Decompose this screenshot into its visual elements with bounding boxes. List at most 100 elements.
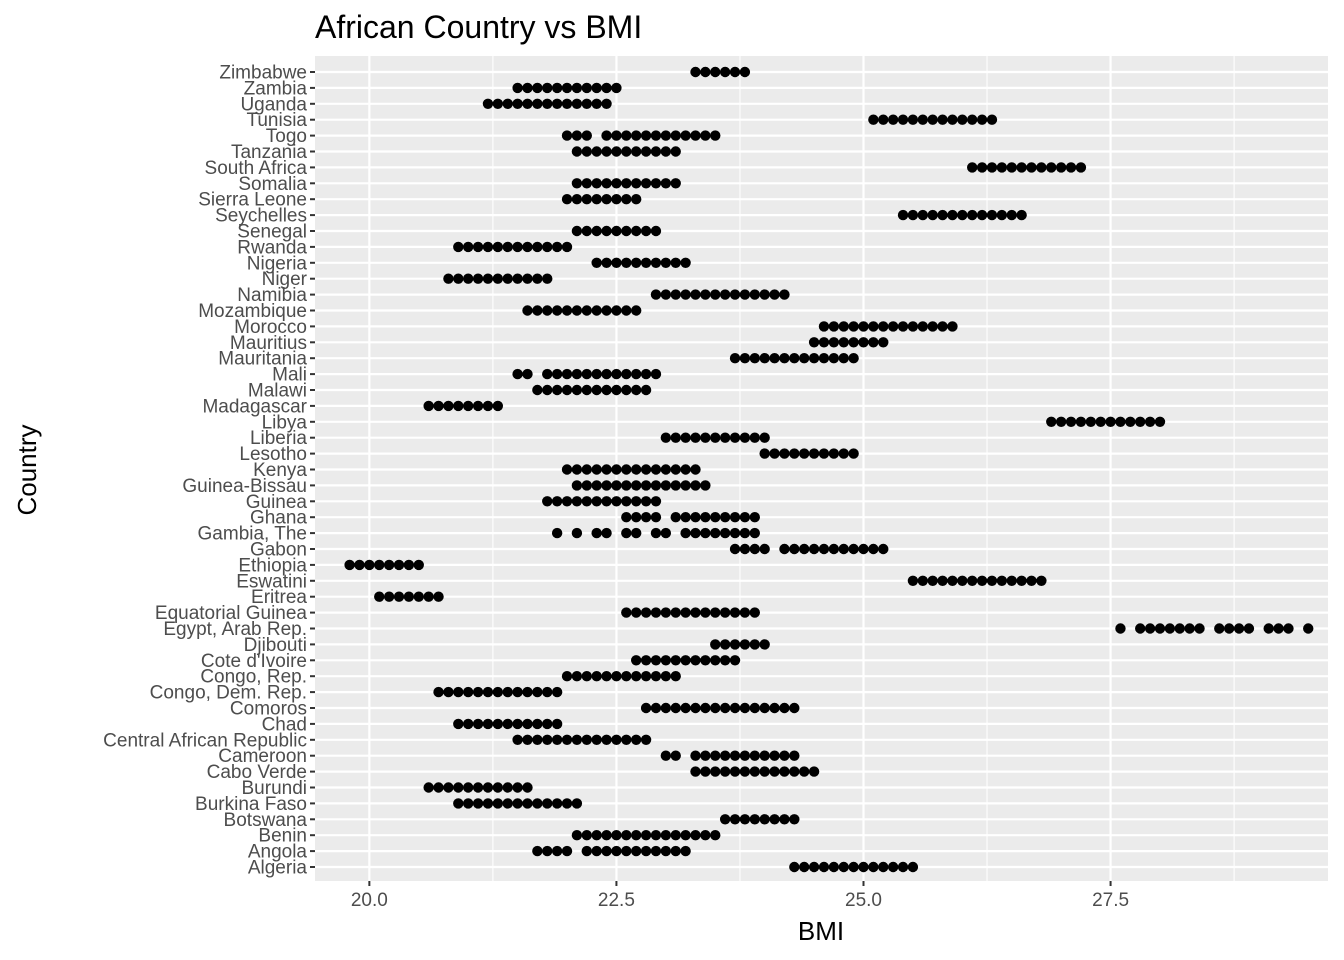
data-point	[482, 98, 494, 110]
data-point	[907, 861, 919, 873]
y-tick-label: Kenya	[253, 460, 307, 481]
data-point	[719, 512, 731, 523]
data-point	[542, 98, 553, 110]
data-point	[522, 98, 533, 110]
data-point	[976, 114, 988, 125]
data-point	[1065, 162, 1077, 173]
data-point	[759, 639, 770, 650]
data-point	[749, 702, 760, 714]
data-point	[719, 750, 731, 761]
data-point	[1194, 623, 1205, 634]
data-point	[710, 655, 721, 666]
data-point	[729, 750, 741, 761]
data-point	[749, 750, 760, 761]
data-point	[719, 66, 731, 78]
data-point	[1105, 416, 1116, 427]
data-point	[462, 241, 474, 253]
data-point	[630, 734, 642, 745]
data-point	[650, 607, 662, 618]
data-point	[571, 194, 583, 205]
data-point	[640, 655, 652, 666]
y-tick-label: Burundi	[242, 778, 308, 799]
data-point	[700, 512, 711, 523]
data-point	[551, 686, 563, 698]
data-point	[887, 321, 899, 332]
data-points	[344, 66, 1314, 873]
data-point	[1026, 575, 1037, 586]
data-point	[611, 464, 622, 475]
data-point	[710, 66, 721, 78]
data-point	[690, 464, 701, 475]
data-point	[403, 591, 415, 602]
data-point	[937, 114, 948, 125]
data-point	[759, 353, 770, 364]
data-point	[739, 639, 751, 650]
data-point	[542, 82, 553, 94]
data-point	[739, 512, 751, 523]
data-point	[917, 114, 928, 125]
data-point	[482, 273, 494, 284]
data-point	[897, 114, 909, 125]
y-tick-label: Guinea-Bissau	[182, 476, 307, 497]
data-point	[344, 559, 355, 571]
data-point	[818, 321, 830, 332]
data-point	[650, 512, 662, 523]
data-point	[690, 750, 701, 761]
data-point	[937, 321, 948, 332]
data-point	[749, 543, 760, 555]
data-point	[789, 766, 800, 777]
data-point	[472, 718, 484, 730]
data-point	[789, 750, 800, 761]
data-point	[472, 686, 484, 698]
data-point	[502, 241, 513, 253]
data-point	[571, 82, 583, 94]
data-point	[976, 209, 988, 221]
data-point	[581, 368, 592, 380]
data-point	[690, 480, 701, 491]
data-point	[453, 400, 464, 412]
data-point	[670, 146, 681, 157]
data-point	[591, 257, 602, 268]
data-point	[1036, 575, 1047, 586]
data-point	[799, 766, 810, 777]
data-point	[581, 194, 592, 205]
data-point	[581, 830, 592, 841]
y-tick-label: Libya	[262, 412, 308, 433]
data-point	[374, 591, 385, 602]
y-tick-label: Algeria	[248, 858, 308, 879]
data-point	[601, 178, 612, 189]
y-tick-label: Chad	[262, 714, 307, 735]
data-point	[581, 496, 592, 507]
data-point	[551, 734, 563, 745]
data-point	[986, 114, 998, 125]
y-tick-label: Liberia	[250, 428, 307, 449]
data-point	[581, 384, 592, 396]
data-point	[828, 337, 840, 348]
data-point	[947, 575, 958, 586]
data-point	[947, 321, 958, 332]
data-point	[591, 178, 602, 189]
y-tick-label: Mozambique	[198, 301, 307, 322]
data-point	[453, 273, 464, 284]
data-point	[690, 130, 701, 141]
data-point	[571, 480, 583, 491]
data-point	[630, 384, 642, 396]
data-point	[522, 686, 533, 698]
data-point	[799, 861, 810, 873]
data-point	[512, 368, 523, 380]
data-point	[512, 273, 523, 284]
data-point	[551, 241, 563, 253]
data-point	[551, 305, 563, 316]
data-point	[522, 734, 533, 745]
data-point	[739, 766, 751, 777]
data-point	[621, 178, 632, 189]
y-tick-label: Ghana	[250, 508, 307, 529]
data-point	[967, 575, 978, 586]
data-point	[512, 782, 523, 793]
data-point	[1006, 162, 1017, 173]
data-point	[838, 861, 849, 873]
data-point	[393, 591, 405, 602]
y-tick-label: Madagascar	[202, 396, 307, 417]
data-point	[749, 766, 760, 777]
data-point	[571, 464, 583, 475]
